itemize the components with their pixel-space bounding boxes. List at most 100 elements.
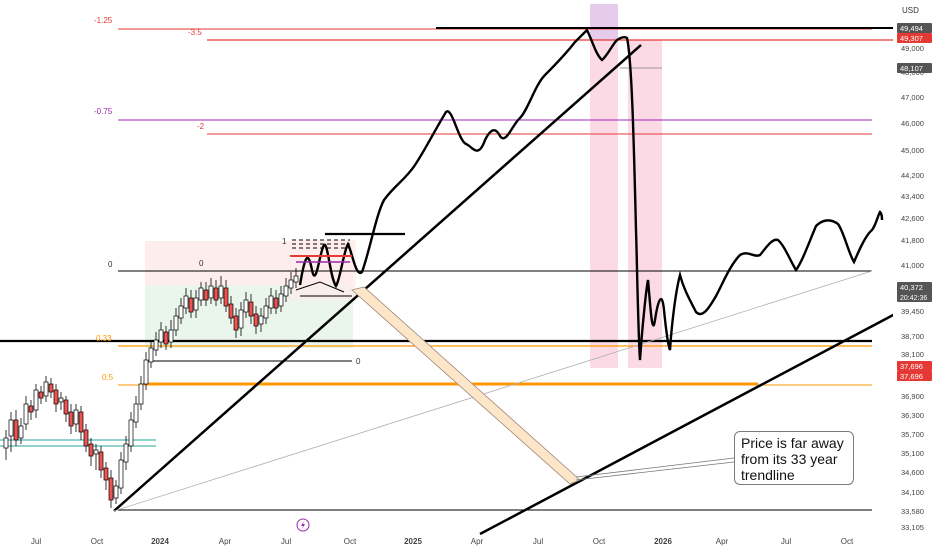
candle-body — [153, 339, 159, 351]
annotation-line-1: Price is far away — [741, 435, 844, 451]
candle-body — [98, 451, 104, 471]
candle-body — [208, 285, 214, 299]
price-tick-label: 34,600 — [901, 468, 924, 477]
event-zone-pink-2 — [628, 40, 662, 368]
candle-body — [258, 315, 264, 325]
candle-body — [18, 425, 24, 439]
candle-body — [148, 347, 154, 363]
candle-body — [283, 285, 289, 297]
candle-body — [288, 279, 294, 289]
candle-body — [163, 331, 169, 345]
price-tick-label: 36,300 — [901, 411, 924, 420]
candle-body — [53, 389, 59, 405]
price-tick-label: 38,700 — [901, 332, 924, 341]
event-zone-pink-1 — [590, 40, 618, 368]
candle-body — [23, 403, 29, 425]
trendline-33-year[interactable] — [479, 312, 896, 536]
price-badge — [897, 371, 932, 381]
candle-body — [178, 305, 184, 319]
price-badge — [897, 33, 932, 43]
time-tick-label: 2024 — [151, 537, 169, 546]
annotation-callout[interactable]: Price is far away from its 33 year trend… — [734, 431, 854, 485]
price-tick-label: 38,100 — [901, 350, 924, 359]
candle-body — [183, 295, 189, 309]
candle-body — [48, 383, 54, 393]
candle-body — [293, 275, 299, 283]
price-tick-label: 41,000 — [901, 261, 924, 270]
candle-body — [118, 459, 124, 489]
candlestick-series — [3, 268, 299, 508]
price-tick-label: 36,900 — [901, 392, 924, 401]
time-tick-label: Oct — [91, 537, 104, 546]
price-badge — [897, 361, 932, 371]
projection-band — [351, 286, 581, 485]
price-badge-label: 40,372 — [900, 283, 923, 292]
candle-body — [13, 419, 19, 441]
candle-body — [58, 397, 64, 403]
candle-body — [88, 443, 94, 457]
candle-body — [38, 391, 44, 399]
fib-label: 0 — [356, 357, 361, 366]
price-badge — [897, 23, 932, 33]
annotation-line-2: from its 33 year — [741, 451, 838, 467]
candle-body — [113, 485, 119, 499]
candle-body — [278, 293, 284, 307]
early-projection — [295, 281, 352, 297]
price-tick-label: 39,450 — [901, 307, 924, 316]
candle-body — [103, 467, 109, 481]
price-tick-label: 35,100 — [901, 449, 924, 458]
callout-leader-1 — [575, 457, 735, 478]
time-tick-label: 2026 — [654, 537, 672, 546]
price-tick-label: 46,000 — [901, 119, 924, 128]
price-tick-label: 44,200 — [901, 171, 924, 180]
candle-body — [63, 399, 69, 415]
candle-body — [173, 315, 179, 331]
candle-body — [253, 313, 259, 327]
price-tick-label: 45,000 — [901, 146, 924, 155]
projected-price-path[interactable] — [298, 27, 884, 361]
price-badge-label: 49,494 — [900, 24, 923, 33]
candle-body — [238, 309, 244, 329]
price-badge-label: 37,696 — [900, 362, 923, 371]
time-tick-label: Jul — [31, 537, 41, 546]
fib-level-labels: -1.25 -3.5 -0.75 -2 0 0 0.33 0.5 0 1 — [94, 16, 361, 382]
price-tick-label: 35,700 — [901, 430, 924, 439]
fib-label: 0 — [108, 260, 113, 269]
candle-body — [33, 389, 39, 411]
price-axis[interactable]: USD50,00049,00048,00047,00046,00045,0004… — [893, 0, 932, 550]
lightning-icon[interactable] — [296, 518, 310, 532]
candle-body — [108, 477, 114, 501]
candle-body — [168, 329, 174, 343]
price-badge-label: 37,696 — [900, 372, 923, 381]
fib-label: 0.5 — [102, 373, 114, 382]
trendline-main[interactable] — [113, 44, 642, 512]
candle-body — [3, 437, 9, 449]
candle-body — [263, 305, 269, 319]
candle-body — [233, 315, 239, 331]
candle-body — [223, 287, 229, 307]
price-badge — [897, 63, 932, 73]
event-zone-lavender — [590, 4, 618, 40]
time-tick-label: Jul — [533, 537, 543, 546]
candle-body — [273, 297, 279, 309]
time-tick-label: Jul — [781, 537, 791, 546]
price-tick-label: 42,600 — [901, 214, 924, 223]
price-tick-label: 43,400 — [901, 192, 924, 201]
time-tick-label: Oct — [841, 537, 854, 546]
price-badge-label: 48,107 — [900, 64, 923, 73]
candle-body — [8, 419, 14, 437]
fib-label: 1 — [282, 237, 287, 246]
candle-body — [43, 381, 49, 397]
candle-body — [198, 287, 204, 301]
currency-label: USD — [902, 6, 919, 15]
time-tick-label: Apr — [219, 537, 232, 546]
candle-body — [143, 359, 149, 385]
time-axis[interactable]: Jul Oct 2024 Apr Jul Oct 2025 Apr Jul Oct 2026 Apr J… — [31, 537, 854, 546]
candle-body — [243, 299, 249, 313]
candle-body — [138, 383, 144, 405]
price-tick-label: 33,580 — [901, 507, 924, 516]
time-tick-label: Oct — [593, 537, 606, 546]
price-tick-label: 34,100 — [901, 488, 924, 497]
